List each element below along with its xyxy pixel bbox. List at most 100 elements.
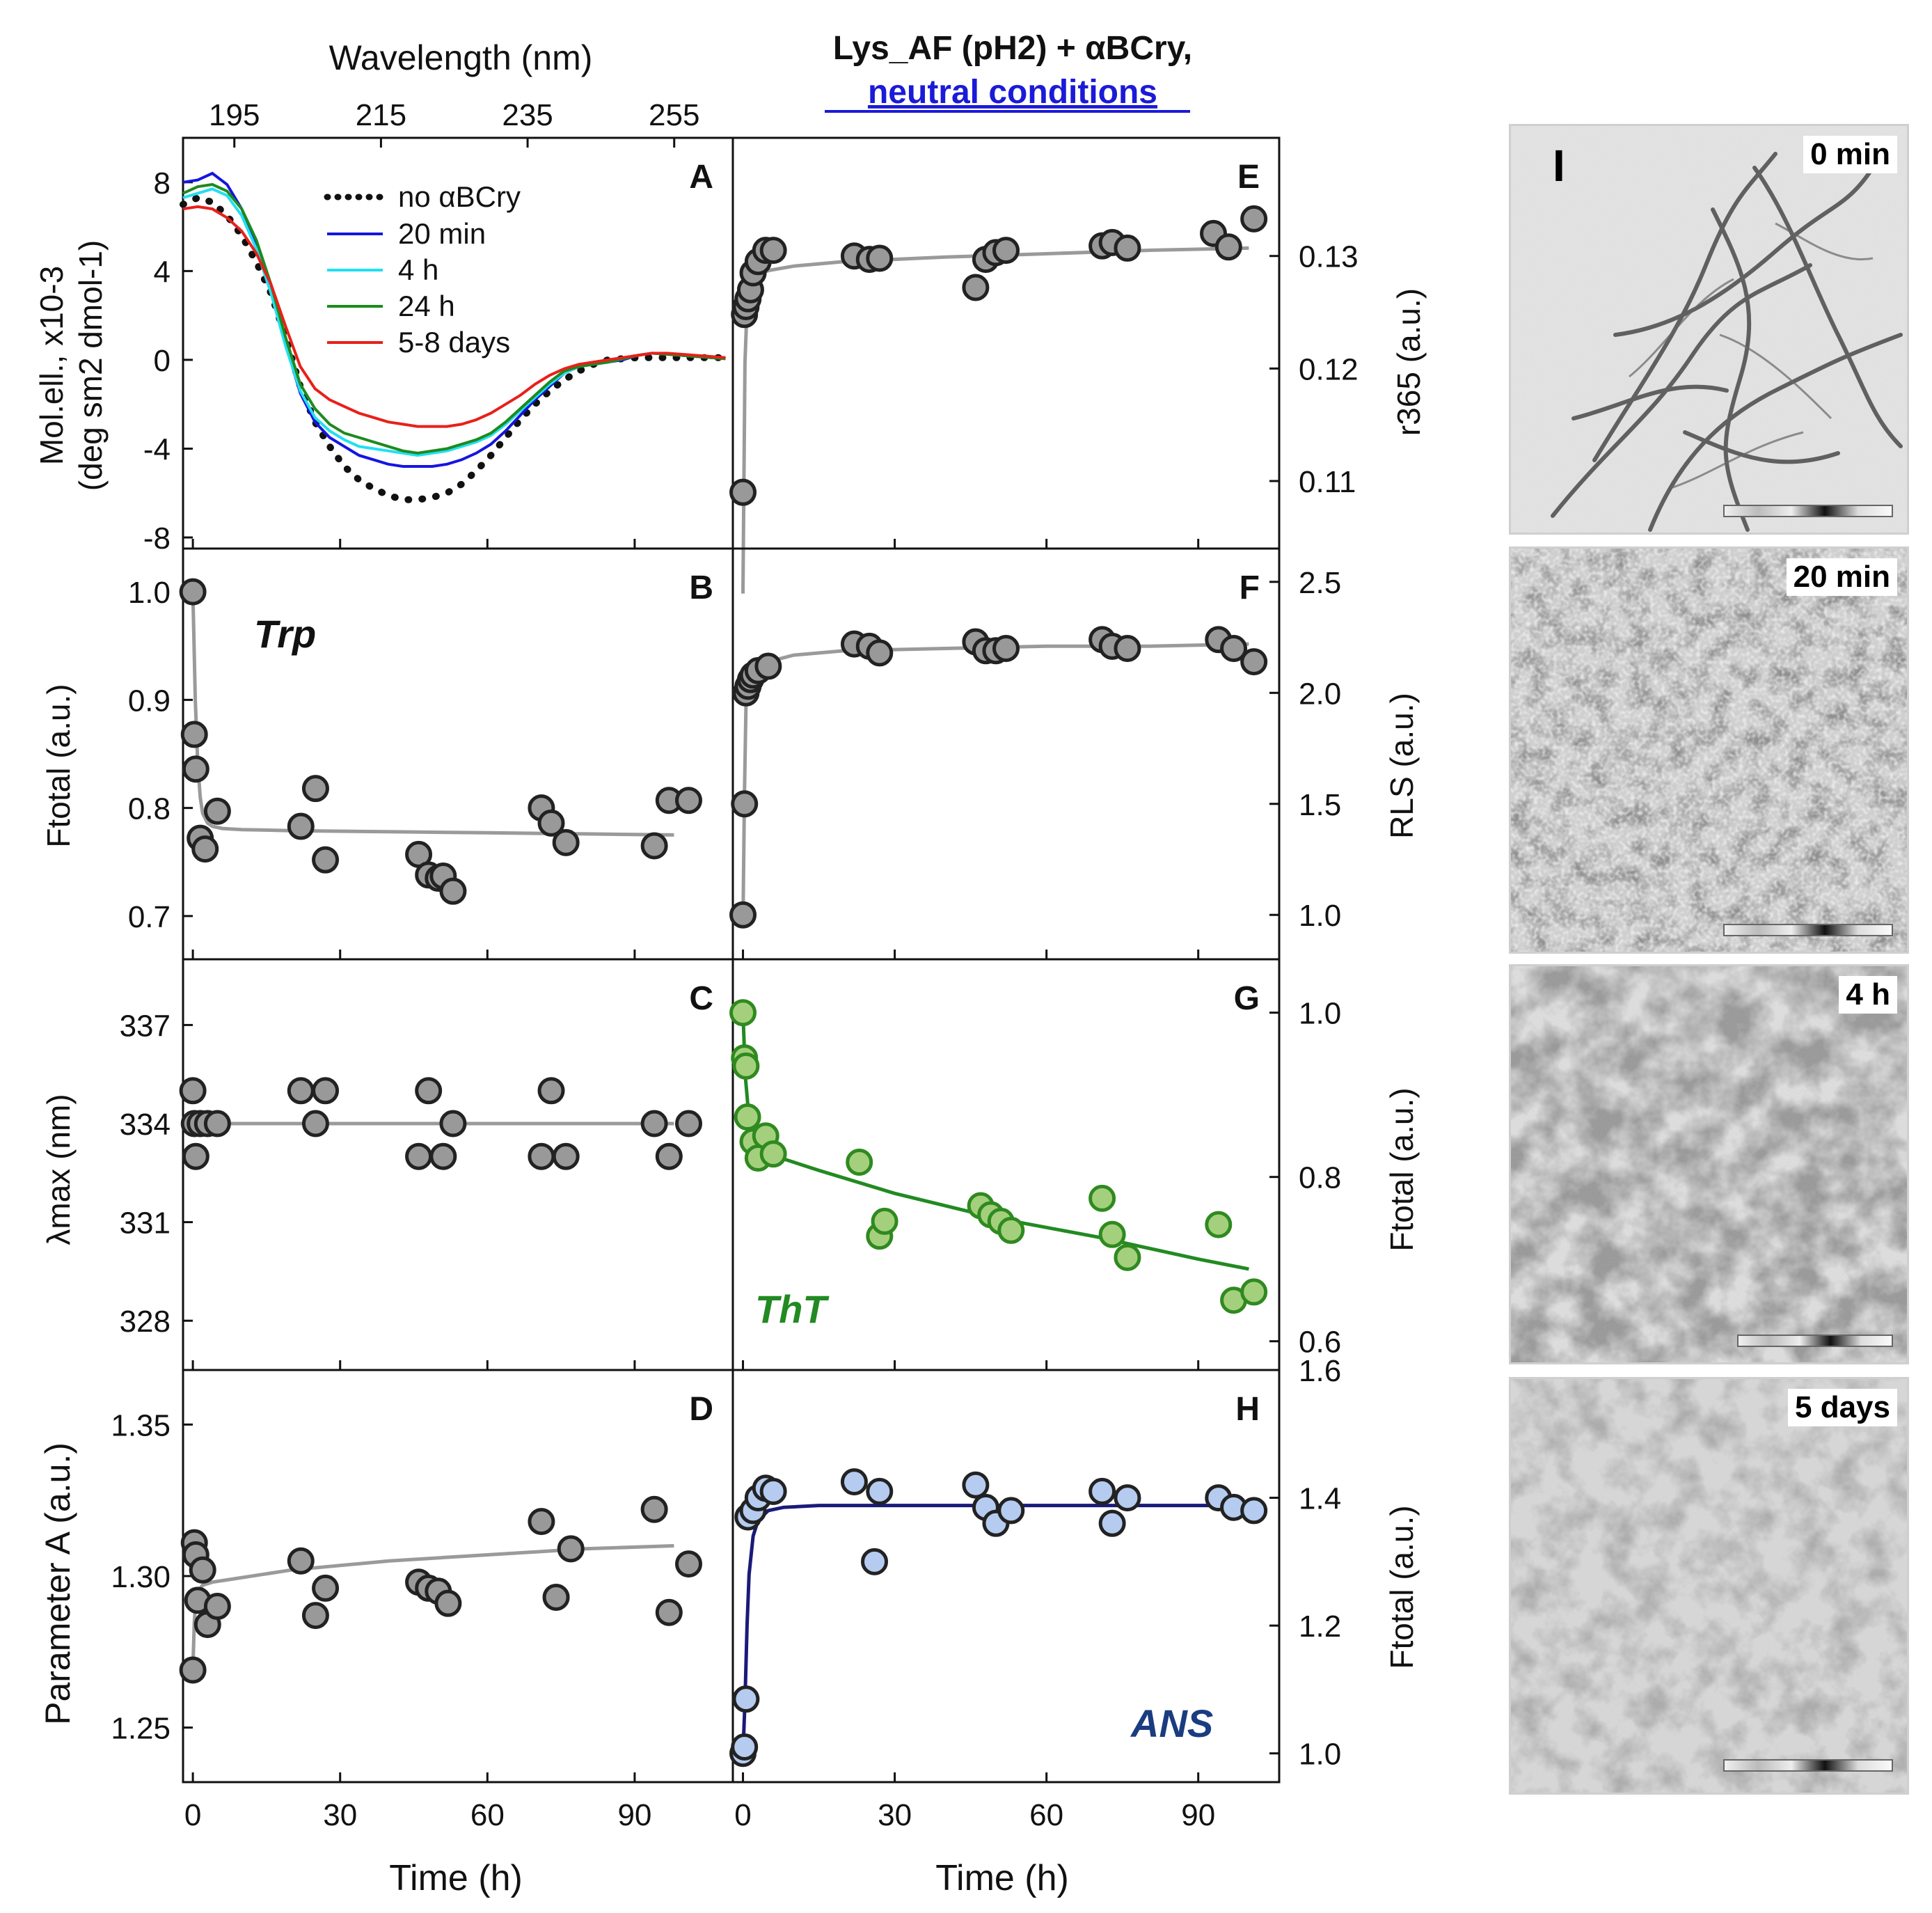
- tem-panel-4h: 4 h: [1509, 964, 1909, 1364]
- scale-bar: [1723, 1759, 1893, 1772]
- y-tick-label: 331: [120, 1206, 171, 1241]
- y-tick-label: 0.8: [128, 792, 171, 826]
- panel-letter: E: [1237, 159, 1260, 196]
- tem-image-aggregates: [1511, 549, 1907, 952]
- data-point: [537, 809, 565, 837]
- data-point: [1205, 1211, 1233, 1238]
- panel-e-frame: [731, 136, 1281, 550]
- data-point: [675, 1550, 703, 1578]
- x-tick-label: 60: [470, 1798, 505, 1832]
- tem-label-5days: 5 days: [1788, 1389, 1897, 1426]
- figure-title-line1: Lys_AF (pH2) + αBCry,: [833, 30, 1192, 67]
- y-tick-label: 1.30: [111, 1560, 171, 1594]
- data-point: [439, 877, 467, 905]
- y-tick-label: 1.0: [1299, 1738, 1341, 1772]
- y-tick-label: 337: [120, 1009, 171, 1043]
- data-point: [203, 1110, 231, 1137]
- y-tick-label: -8: [143, 521, 171, 556]
- y-tick-label: 1.5: [1299, 788, 1341, 822]
- data-point: [542, 1583, 570, 1611]
- y-tick-label: 0: [154, 344, 171, 378]
- data-point: [179, 578, 207, 606]
- fit-curve: [741, 642, 1249, 927]
- y-tick-label: 1.4: [1299, 1482, 1341, 1516]
- panel-c-ylabel: λmax (nm): [40, 1094, 77, 1245]
- data-point: [866, 1477, 894, 1505]
- data-point: [415, 1077, 443, 1105]
- y-tick-label: 1.6: [1299, 1354, 1341, 1388]
- data-point: [846, 1148, 873, 1176]
- data-point: [997, 1216, 1025, 1244]
- data-point: [1240, 1497, 1268, 1525]
- x-tick-label: 60: [1029, 1798, 1063, 1832]
- y-tick-label: 8: [154, 166, 171, 200]
- y-tick-label: -4: [143, 432, 171, 466]
- data-point: [640, 1110, 668, 1137]
- data-point: [640, 1495, 668, 1523]
- panel-f-frame: [731, 547, 1281, 961]
- data-point: [312, 1077, 340, 1105]
- x-tick-label: 90: [1181, 1798, 1215, 1832]
- data-point: [729, 478, 757, 506]
- data-point: [528, 1508, 555, 1536]
- tem-label-20min: 20 min: [1786, 558, 1897, 596]
- data-point: [655, 1142, 683, 1170]
- panel-d-parameter-a: 1.35 1.30 1.25 0 30 60 90 D: [111, 1369, 734, 1832]
- data-point: [861, 1548, 889, 1575]
- data-point: [759, 1477, 787, 1505]
- series-line: [180, 194, 729, 503]
- data-point: [191, 835, 219, 863]
- tem-panel-0min: I 0 min: [1509, 124, 1909, 535]
- data-point: [734, 1103, 761, 1131]
- legend-label-5-8days: 5-8 days: [398, 326, 510, 359]
- data-point: [1114, 1243, 1141, 1271]
- data-point: [992, 237, 1020, 265]
- data-point: [732, 1052, 760, 1080]
- tem-image-dense-network: [1511, 966, 1907, 1362]
- data-point: [1098, 1220, 1126, 1248]
- data-point: [182, 1142, 209, 1170]
- panel-letter: F: [1240, 569, 1260, 606]
- tem-label-0min: 0 min: [1803, 136, 1897, 173]
- legend-label-no-abcry: no αBCry: [398, 180, 521, 213]
- y-tick-label: 2.5: [1299, 566, 1341, 600]
- panel-f-ylabel: RLS (a.u.): [1384, 693, 1420, 839]
- data-point: [287, 1077, 315, 1105]
- tem-image-amorphous: [1511, 1379, 1907, 1793]
- y-tick-label: 1.25: [111, 1712, 171, 1746]
- y-tick-label: 1.35: [111, 1408, 171, 1442]
- x-tick-label: 30: [323, 1798, 357, 1832]
- panel-letter: D: [689, 1391, 713, 1428]
- data-point: [287, 812, 315, 840]
- data-point: [866, 639, 894, 667]
- panel-g-ylabel: Ftotal (a.u.): [1384, 1087, 1420, 1251]
- panel-a-ylabel-line1: Mol.ell., x10-3: [33, 266, 70, 465]
- fit-curve: [741, 246, 1249, 594]
- data-point: [537, 1077, 565, 1105]
- data-point: [439, 1110, 467, 1137]
- x-tick-label: 255: [649, 98, 699, 132]
- y-tick-label: 2.0: [1299, 677, 1341, 711]
- data-point: [997, 1497, 1025, 1525]
- data-point: [962, 274, 990, 301]
- data-point: [429, 1142, 457, 1170]
- y-tick-label: 0.13: [1299, 240, 1359, 274]
- x-tick-label: 235: [502, 98, 553, 132]
- legend-label-4h: 4 h: [398, 253, 438, 286]
- scale-bar: [1737, 1335, 1893, 1347]
- x-tick-label: 0: [734, 1798, 751, 1832]
- y-tick-label: 334: [120, 1108, 171, 1142]
- x-tick-label: 215: [356, 98, 406, 132]
- legend-label-24h: 24 h: [398, 290, 455, 322]
- panel-b-trp-fluorescence: 1.0 0.9 0.8 0.7 B: [128, 547, 734, 961]
- data-point: [1114, 234, 1141, 262]
- panel-letter: B: [689, 569, 713, 606]
- panel-letter: A: [689, 159, 713, 196]
- data-point: [203, 797, 231, 825]
- panel-c-frame: [182, 958, 734, 1371]
- series-line: [182, 205, 726, 428]
- data-point: [759, 1140, 787, 1168]
- fit-curve: [191, 1544, 674, 1670]
- data-point: [557, 1535, 585, 1563]
